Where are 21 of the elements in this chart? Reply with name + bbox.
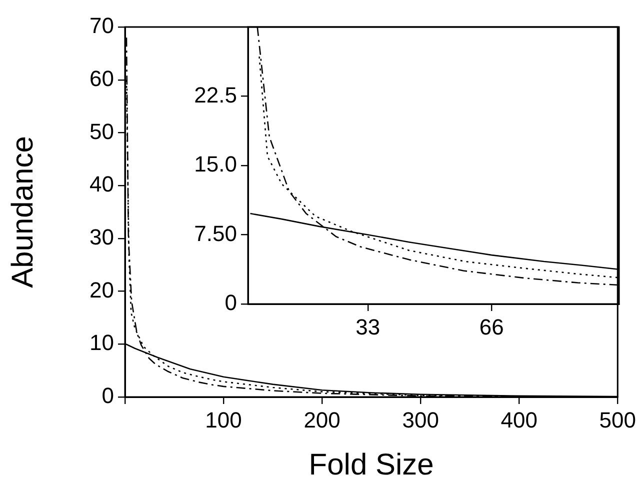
y-tick-label: 7.50 [194, 220, 237, 246]
x-tick-label: 300 [402, 407, 439, 432]
x-tick-label: 500 [599, 407, 636, 432]
y-tick-label: 22.5 [194, 82, 237, 108]
x-axis-title: Fold Size [308, 448, 434, 482]
x-tick-label: 33 [356, 314, 380, 340]
y-tick-label: 30 [90, 224, 114, 250]
y-tick-label: 15.0 [194, 152, 237, 177]
y-tick-label: 60 [90, 66, 114, 91]
x-tick-label: 200 [304, 407, 340, 432]
y-tick-label: 0 [224, 290, 237, 316]
y-tick-label: 70 [90, 13, 114, 38]
y-tick-label: 50 [90, 118, 114, 144]
y-tick-label: 0 [102, 383, 114, 408]
y-tick-label: 20 [90, 277, 114, 302]
x-tick-label: 66 [479, 314, 504, 340]
y-axis-title: Abundance [6, 136, 40, 288]
y-tick-label: 40 [90, 172, 114, 197]
y-tick-label: 10 [90, 330, 114, 356]
x-tick-label: 100 [205, 407, 242, 432]
x-tick-label: 400 [500, 407, 538, 432]
